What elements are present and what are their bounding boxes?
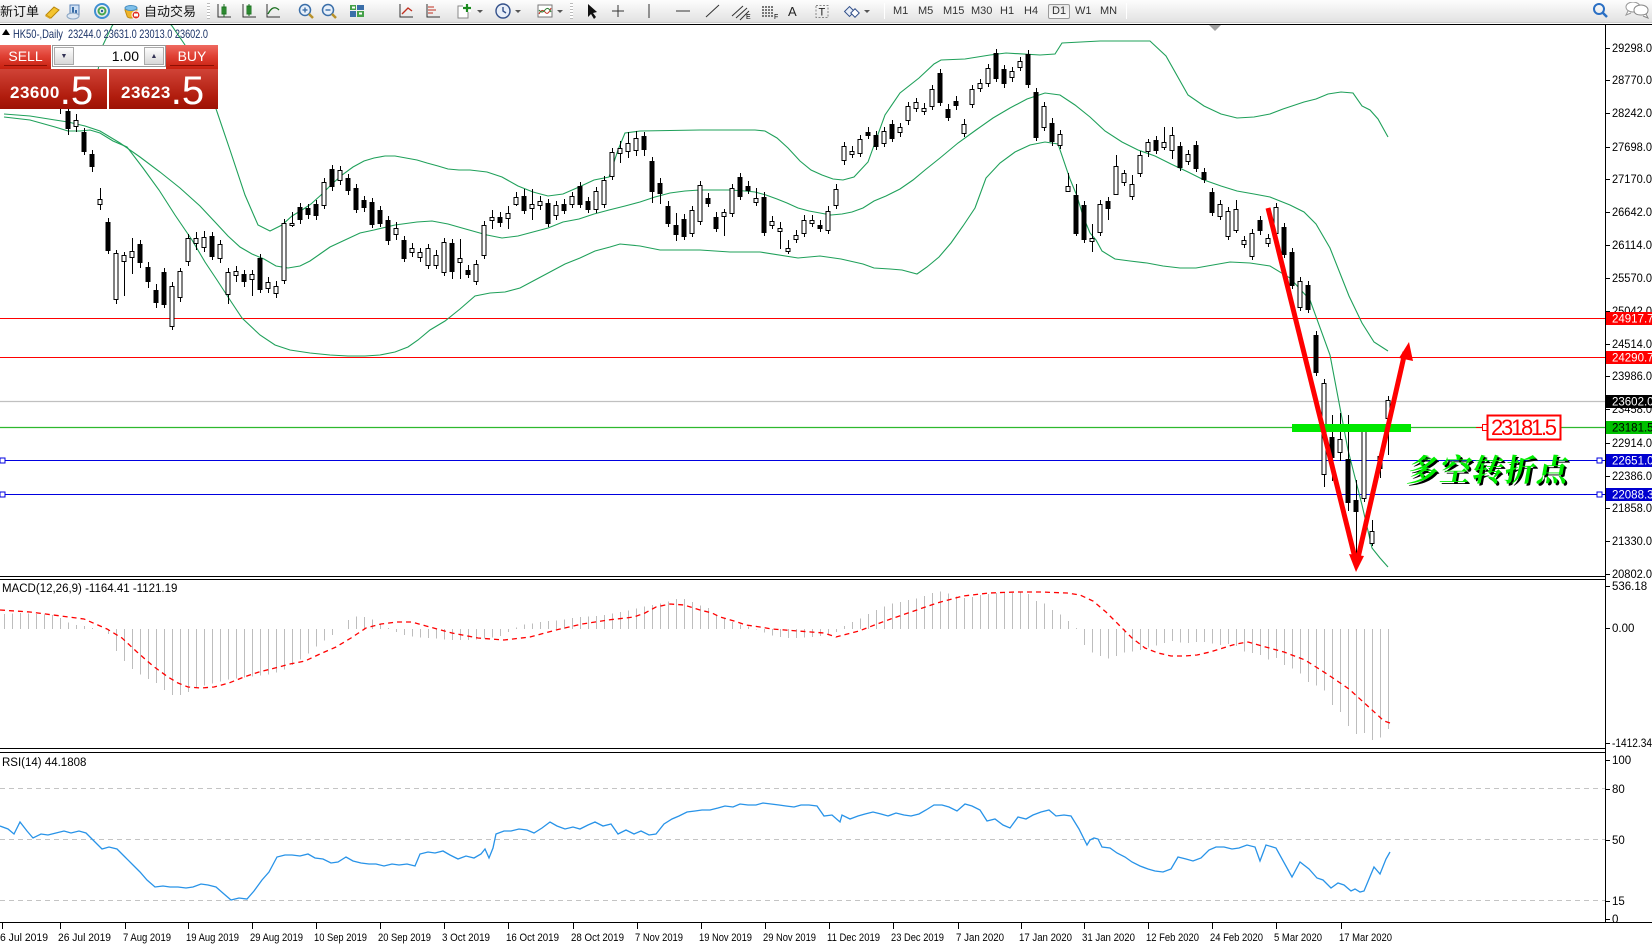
svg-text:50: 50 <box>1612 835 1625 847</box>
svg-text:24514.0: 24514.0 <box>1612 339 1652 351</box>
svg-text:28242.0: 28242.0 <box>1612 108 1652 120</box>
svg-text:5 Mar 2020: 5 Mar 2020 <box>1274 932 1322 944</box>
svg-text:19 Nov 2019: 19 Nov 2019 <box>699 932 752 944</box>
svg-text:20802.0: 20802.0 <box>1612 569 1652 581</box>
svg-text:26 Jul 2019: 26 Jul 2019 <box>58 932 111 944</box>
svg-text:24290.7: 24290.7 <box>1612 353 1652 365</box>
svg-text:17 Jan 2020: 17 Jan 2020 <box>1019 932 1072 944</box>
svg-text:22386.0: 22386.0 <box>1612 471 1652 483</box>
svg-text:0: 0 <box>1612 914 1618 926</box>
svg-text:20 Sep 2019: 20 Sep 2019 <box>378 932 431 944</box>
svg-text:15: 15 <box>1612 896 1625 908</box>
svg-text:0.00: 0.00 <box>1612 623 1634 635</box>
svg-text:28770.0: 28770.0 <box>1612 75 1652 87</box>
svg-text:536.18: 536.18 <box>1612 581 1647 593</box>
svg-text:25570.0: 25570.0 <box>1612 273 1652 285</box>
svg-text:RSI(14) 44.1808: RSI(14) 44.1808 <box>2 757 86 769</box>
svg-text:11 Dec 2019: 11 Dec 2019 <box>827 932 880 944</box>
svg-text:6 Jul 2019: 6 Jul 2019 <box>0 932 48 944</box>
svg-text:F: F <box>774 14 778 21</box>
svg-text:3 Oct 2019: 3 Oct 2019 <box>442 932 490 944</box>
svg-text:23986.0: 23986.0 <box>1612 371 1652 383</box>
svg-text:23 Dec 2019: 23 Dec 2019 <box>891 932 944 944</box>
svg-text:12 Feb 2020: 12 Feb 2020 <box>1146 932 1199 944</box>
svg-text:26642.0: 26642.0 <box>1612 207 1652 219</box>
svg-text:28 Oct 2019: 28 Oct 2019 <box>571 932 624 944</box>
svg-text:7 Jan 2020: 7 Jan 2020 <box>956 932 1004 944</box>
svg-text:E: E <box>746 14 751 21</box>
svg-text:16 Oct 2019: 16 Oct 2019 <box>506 932 559 944</box>
svg-text:22088.3: 22088.3 <box>1612 490 1652 502</box>
svg-text:A: A <box>788 4 797 19</box>
svg-text:7 Nov 2019: 7 Nov 2019 <box>635 932 683 944</box>
svg-text:80: 80 <box>1612 784 1625 796</box>
svg-text:17 Mar 2020: 17 Mar 2020 <box>1339 932 1392 944</box>
svg-text:10 Sep 2019: 10 Sep 2019 <box>314 932 367 944</box>
svg-text:23181.5: 23181.5 <box>1491 415 1557 440</box>
svg-text:23244.0 23631.0 23013.0 23602.: 23244.0 23631.0 23013.0 23602.0 <box>68 27 208 41</box>
svg-text:22914.0: 22914.0 <box>1612 438 1652 450</box>
svg-text:27698.0: 27698.0 <box>1612 142 1652 154</box>
svg-text:24917.7: 24917.7 <box>1612 314 1652 326</box>
svg-text:100: 100 <box>1612 755 1631 767</box>
svg-text:22651.0: 22651.0 <box>1612 456 1652 468</box>
svg-text:21330.0: 21330.0 <box>1612 536 1652 548</box>
svg-text:-1412.34: -1412.34 <box>1612 738 1652 750</box>
svg-text:29 Nov 2019: 29 Nov 2019 <box>763 932 816 944</box>
svg-text:MACD(12,26,9) -1164.41 -1121.1: MACD(12,26,9) -1164.41 -1121.19 <box>2 583 177 595</box>
svg-text:24 Feb 2020: 24 Feb 2020 <box>1210 932 1263 944</box>
svg-text:29 Aug 2019: 29 Aug 2019 <box>250 932 303 944</box>
svg-text:HK50-,Daily: HK50-,Daily <box>13 27 63 41</box>
svg-text:19 Aug 2019: 19 Aug 2019 <box>186 932 239 944</box>
svg-text:23181.5: 23181.5 <box>1612 423 1652 435</box>
svg-text:23602.0: 23602.0 <box>1612 397 1652 409</box>
svg-text:26114.0: 26114.0 <box>1612 240 1652 252</box>
svg-text:21858.0: 21858.0 <box>1612 503 1652 515</box>
svg-text:7 Aug 2019: 7 Aug 2019 <box>123 932 171 944</box>
svg-text:T: T <box>819 7 826 19</box>
svg-text:31 Jan 2020: 31 Jan 2020 <box>1082 932 1135 944</box>
svg-text:29298.0: 29298.0 <box>1612 43 1652 55</box>
svg-text:27170.0: 27170.0 <box>1612 174 1652 186</box>
